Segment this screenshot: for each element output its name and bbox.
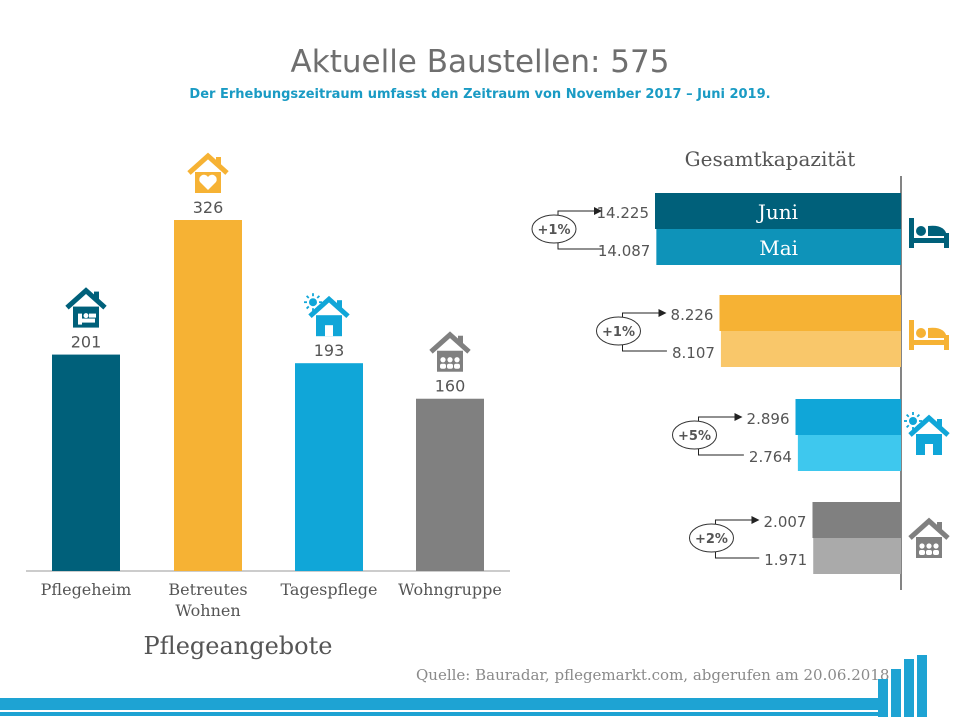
bar-tagespflege (295, 363, 363, 571)
house-sun-icon (304, 293, 350, 337)
change-connector (557, 243, 603, 250)
value-label-juni: 2.896 (747, 410, 790, 428)
capacity-bar-juni (812, 502, 901, 538)
bed-icon (909, 218, 949, 248)
category-label: Tagespflege (280, 580, 378, 599)
capacity-bar-juni (795, 399, 901, 435)
bar-value-label: 160 (435, 377, 466, 396)
arrow-head (658, 309, 667, 317)
source-note: Quelle: Bauradar, pflegemarkt.com, abger… (416, 666, 890, 684)
change-bubble (595, 316, 641, 346)
value-label-mai: 8.107 (672, 344, 715, 362)
series-label-juni: Juni (756, 200, 798, 224)
change-arrow (621, 312, 659, 317)
change-percent-label: +1% (602, 325, 635, 340)
change-arrow (714, 519, 752, 524)
change-percent-label: +2% (695, 532, 728, 547)
change-connector (714, 552, 760, 559)
bar-wohngruppe (416, 398, 484, 571)
footer-line (0, 712, 880, 716)
value-label-mai: 14.087 (598, 242, 651, 260)
bed-icon (909, 320, 949, 350)
house-people-icon (429, 331, 471, 372)
change-bubble (688, 523, 734, 553)
house-sun-icon (904, 412, 950, 455)
arrow-head (734, 413, 743, 421)
brand-logo (878, 655, 948, 717)
house-heart-icon (187, 152, 229, 193)
arrow-head (594, 207, 602, 215)
change-arrow (557, 210, 594, 215)
value-label-juni: 14.225 (597, 204, 650, 222)
value-label-mai: 2.764 (749, 448, 792, 466)
value-label-mai: 1.971 (764, 551, 807, 569)
capacity-bar-mai (797, 435, 901, 471)
change-connector (698, 449, 744, 456)
chart-subtitle: Der Erhebungszeitraum umfasst den Zeitra… (189, 87, 771, 102)
bar-value-label: 201 (71, 333, 102, 352)
series-label-mai: Mai (759, 236, 798, 260)
chart-title: Aktuelle Baustellen: 575 (290, 44, 670, 80)
offers-title: Pflegeangebote (143, 632, 333, 660)
bar-value-label: 326 (193, 198, 224, 217)
change-bubble (672, 420, 718, 450)
bar-value-label: 193 (314, 341, 345, 360)
capacity-bar-mai (656, 229, 901, 265)
category-label: Betreutes Wohnen (168, 580, 248, 620)
category-label: Pflegeheim (40, 580, 132, 599)
change-percent-label: +5% (678, 429, 711, 444)
bar-pflegeheim (52, 354, 120, 571)
change-percent-label: +1% (538, 223, 571, 238)
house-people-icon (908, 517, 950, 558)
capacity-bar-mai (813, 538, 901, 574)
capacity-title: Gesamtkapazität (684, 147, 856, 171)
value-label-juni: 2.007 (764, 513, 807, 531)
change-connector (621, 345, 667, 352)
footer-band (0, 698, 880, 710)
change-arrow (698, 416, 735, 421)
capacity-bar-juni (719, 295, 901, 331)
arrow-head (751, 516, 760, 524)
capacity-bar-mai (720, 331, 901, 367)
change-bubble (531, 214, 577, 244)
capacity-bar-juni (655, 193, 901, 229)
house-bed-icon (65, 287, 107, 328)
category-label: Wohngruppe (398, 580, 502, 599)
value-label-juni: 8.226 (671, 306, 714, 324)
bar-betreutes-wohnen (174, 220, 242, 571)
